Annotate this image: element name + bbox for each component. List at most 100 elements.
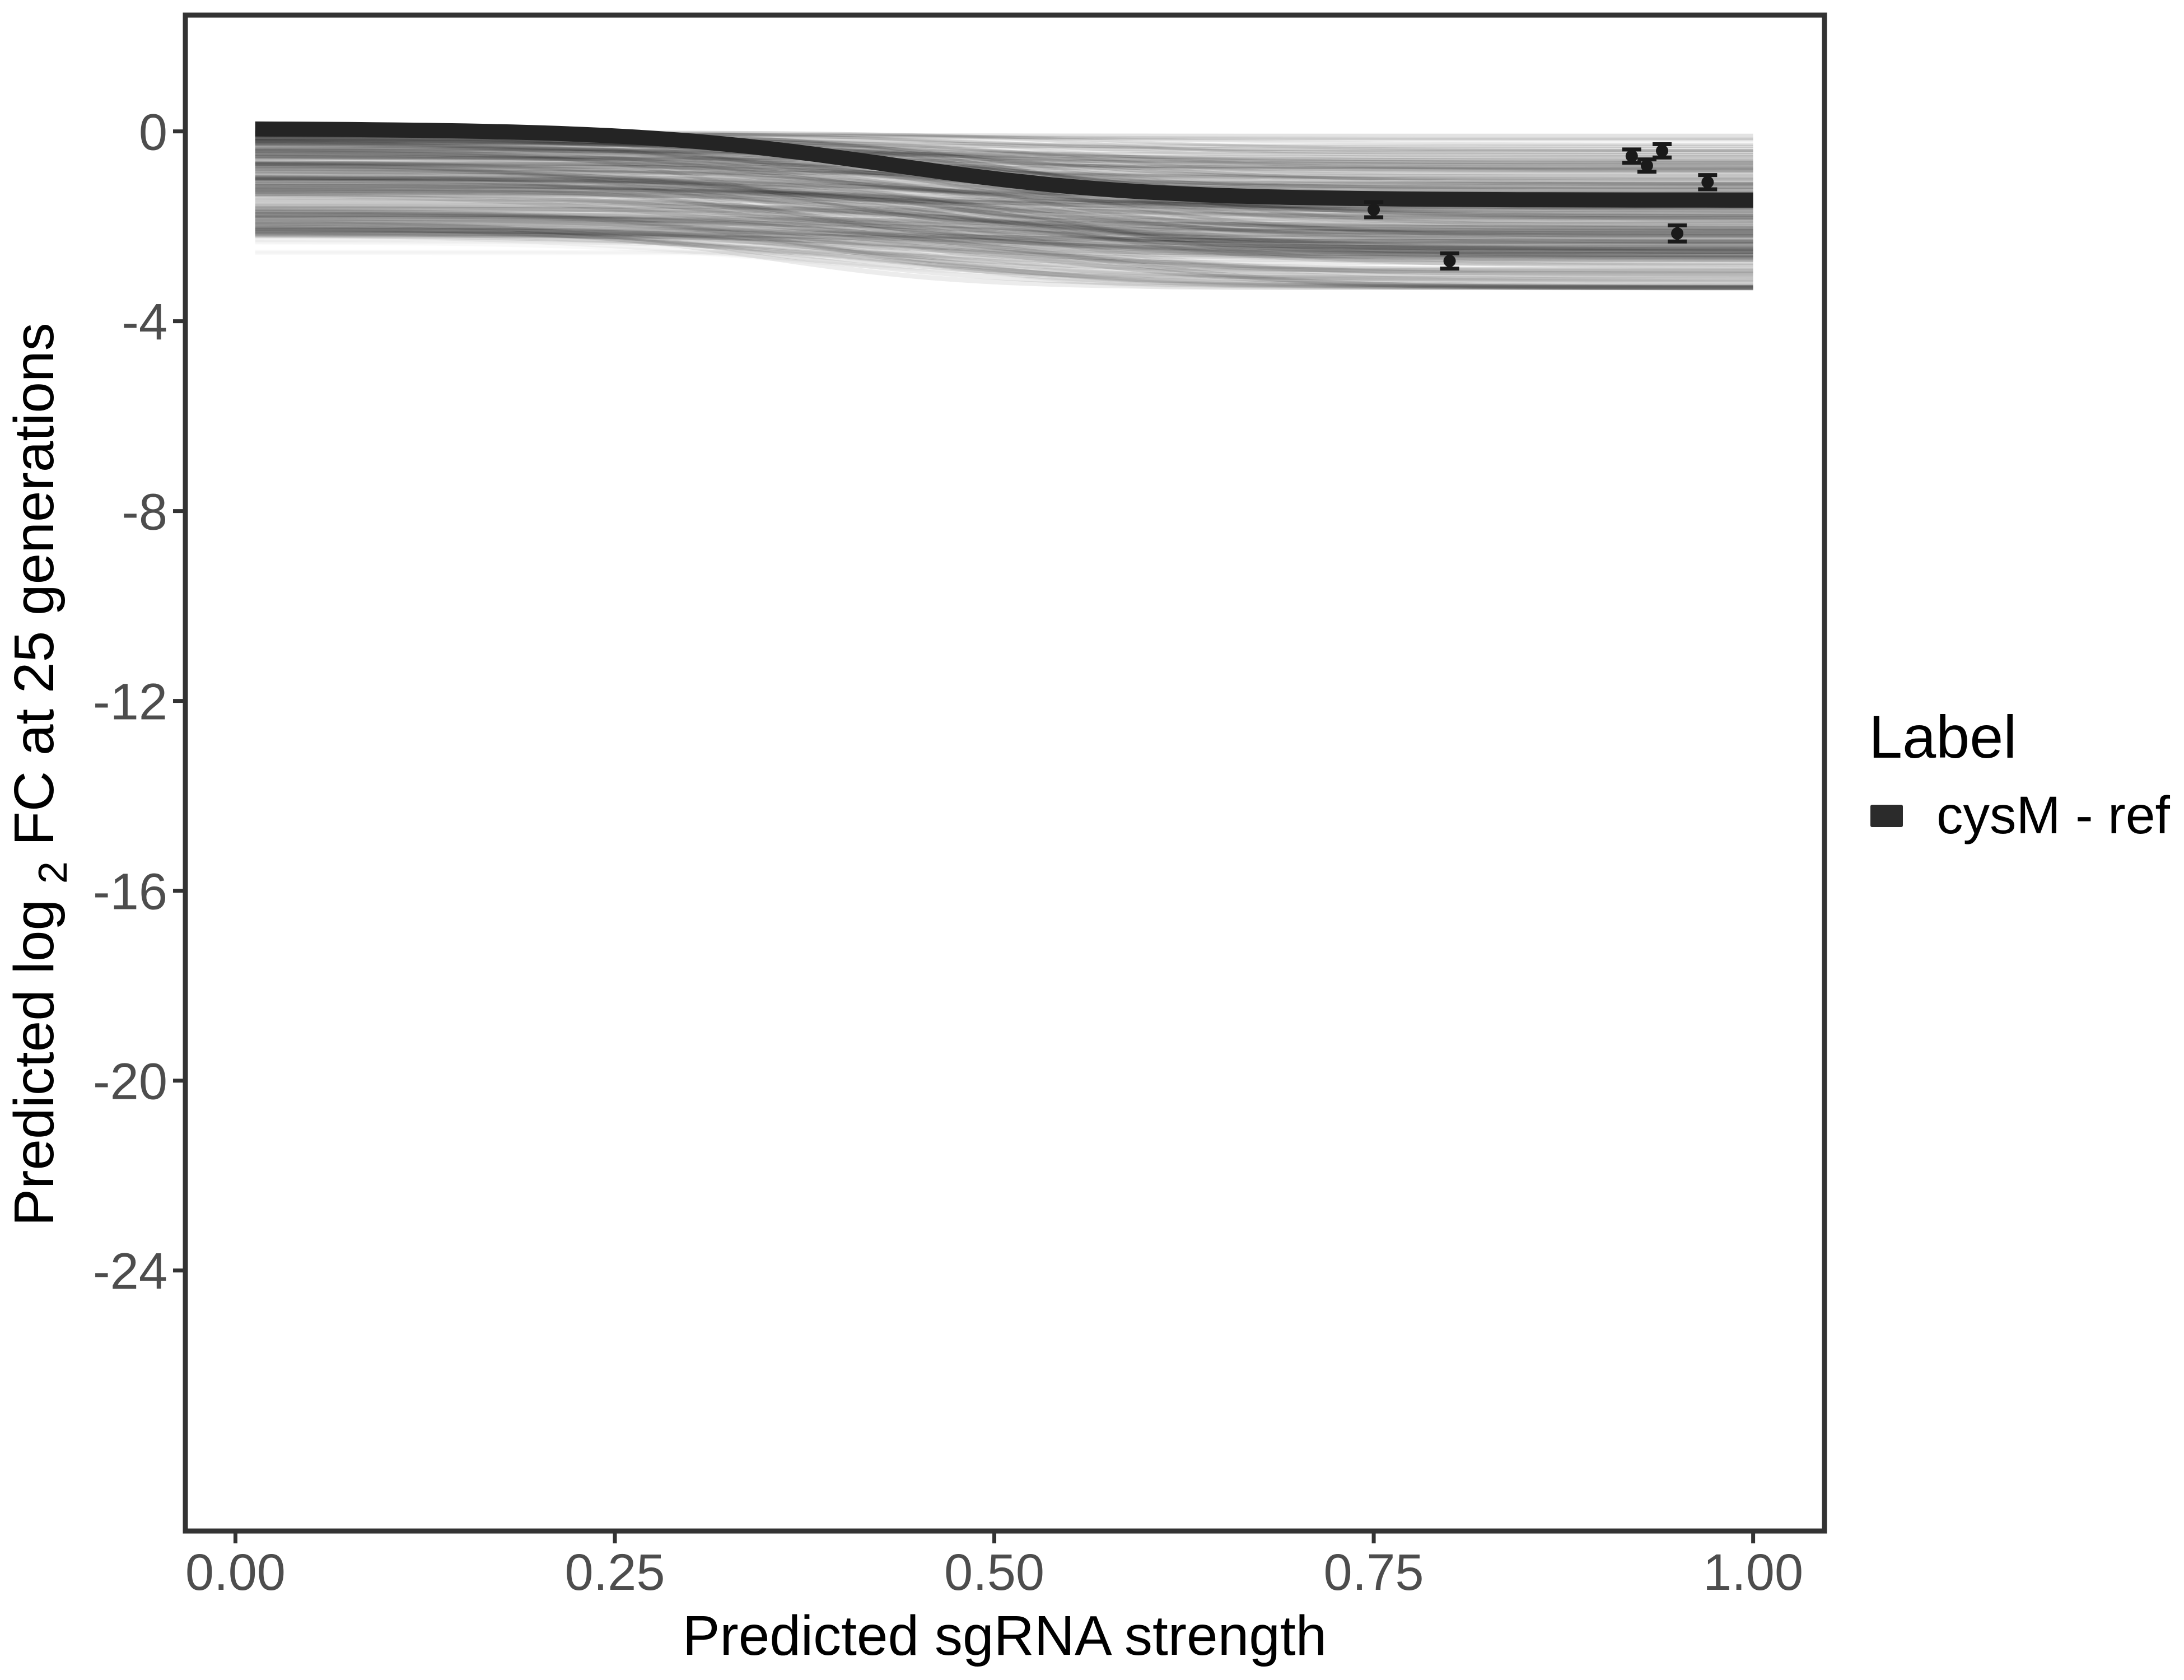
ensemble-curve bbox=[255, 137, 1753, 165]
y-axis-title-post: FC at 25 generations bbox=[3, 323, 66, 846]
ensemble-curve bbox=[255, 180, 1753, 233]
ensemble-curve bbox=[255, 152, 1753, 181]
ensemble-curve bbox=[255, 151, 1753, 157]
x-tick-label: 0.50 bbox=[944, 1544, 1044, 1601]
ensemble-curve bbox=[255, 230, 1753, 291]
ensemble-curve bbox=[255, 139, 1753, 165]
y-axis-title-subscript: 2 bbox=[31, 861, 76, 884]
ensemble-curve bbox=[255, 142, 1753, 230]
ensemble-curve bbox=[255, 167, 1753, 212]
ensemble-curve bbox=[255, 141, 1753, 186]
ensemble-curve bbox=[255, 165, 1753, 231]
ensemble-curve bbox=[255, 190, 1753, 244]
ensemble-curve bbox=[255, 162, 1753, 249]
ensemble-curve bbox=[255, 148, 1753, 154]
ensemble-curve bbox=[255, 152, 1753, 171]
legend-key-swatch bbox=[1870, 805, 1903, 827]
ensemble-curve bbox=[255, 153, 1753, 211]
ensemble-curve bbox=[255, 154, 1753, 162]
y-tick-label: -8 bbox=[122, 484, 167, 541]
ensemble-curve bbox=[255, 146, 1753, 167]
ensemble-curve bbox=[255, 195, 1753, 254]
ensemble-curve bbox=[255, 155, 1753, 172]
ensemble-curve bbox=[255, 169, 1753, 254]
ensemble-curve bbox=[255, 156, 1753, 232]
ensemble-curve bbox=[255, 213, 1753, 239]
ensemble-curve bbox=[255, 150, 1753, 163]
ensemble-curve bbox=[255, 232, 1753, 290]
ensemble-curve bbox=[255, 203, 1753, 262]
ensemble-curve bbox=[255, 193, 1753, 245]
ensemble-curve bbox=[255, 216, 1753, 283]
ensemble-curve bbox=[255, 185, 1753, 260]
ensemble-curve bbox=[255, 230, 1753, 290]
ensemble-curve bbox=[255, 169, 1753, 246]
ensemble-curve bbox=[255, 188, 1753, 244]
ensemble-curve bbox=[255, 173, 1753, 216]
data-point bbox=[1637, 157, 1656, 174]
ensemble-curve bbox=[255, 148, 1753, 169]
ensemble-curve bbox=[255, 147, 1753, 233]
ensemble-curve bbox=[255, 181, 1753, 260]
ensemble-curve bbox=[255, 193, 1753, 250]
ensemble-curve bbox=[255, 229, 1753, 262]
ensemble-curve bbox=[255, 221, 1753, 245]
ensemble-curve bbox=[255, 226, 1753, 291]
ensemble-curve bbox=[255, 151, 1753, 172]
ensemble-curve bbox=[255, 179, 1753, 251]
ensemble-curve bbox=[255, 206, 1753, 216]
ensemble-curve bbox=[255, 175, 1753, 212]
ensemble-curve bbox=[255, 212, 1753, 239]
y-axis-title-pre: Predicted log bbox=[3, 899, 66, 1226]
ensemble-curve bbox=[255, 136, 1753, 193]
ensemble-curve bbox=[255, 141, 1753, 165]
x-axis-ticks: 0.00 0.25 0.50 0.75 1.00 bbox=[185, 1531, 1803, 1601]
panel-border bbox=[183, 12, 1827, 1534]
data-point bbox=[1668, 223, 1687, 244]
ensemble-curve bbox=[255, 224, 1753, 288]
y-tick-label: 0 bbox=[139, 104, 167, 161]
legend-entry-label: cysM - ref bbox=[1936, 786, 2171, 845]
ensemble-curve bbox=[255, 226, 1753, 273]
ensemble-curve bbox=[255, 188, 1753, 257]
point-marker bbox=[1671, 227, 1684, 240]
ensemble-curve bbox=[255, 226, 1753, 291]
ensemble-curve bbox=[255, 215, 1753, 259]
ensemble-curve bbox=[255, 211, 1753, 253]
ensemble-curve bbox=[255, 220, 1753, 255]
ensemble-curve bbox=[255, 187, 1753, 251]
point-marker bbox=[1443, 255, 1456, 268]
ensemble-curve bbox=[255, 183, 1753, 223]
ensemble-curve bbox=[255, 206, 1753, 231]
ensemble-curve bbox=[255, 176, 1753, 231]
ensemble-curve bbox=[255, 182, 1753, 240]
ensemble-curve bbox=[255, 212, 1753, 244]
y-tick-label: -16 bbox=[93, 864, 167, 921]
ensemble-curve bbox=[255, 209, 1753, 265]
ensemble-curve bbox=[255, 146, 1753, 215]
ensemble-curve bbox=[255, 227, 1753, 290]
ensemble-curve bbox=[255, 175, 1753, 234]
ensemble-curve bbox=[255, 138, 1753, 170]
ensemble-curve bbox=[255, 150, 1753, 225]
ensemble-curve bbox=[255, 208, 1753, 239]
ensemble-curve bbox=[255, 214, 1753, 279]
ensemble-curve bbox=[255, 217, 1753, 273]
ensemble-curve bbox=[255, 163, 1753, 221]
ensemble-curves bbox=[255, 130, 1753, 291]
ensemble-curve bbox=[255, 175, 1753, 218]
ensemble-curve bbox=[255, 220, 1753, 258]
ensemble-curve bbox=[255, 232, 1753, 291]
ensemble-curve bbox=[255, 141, 1753, 156]
ensemble-curve bbox=[255, 156, 1753, 164]
ensemble-curve bbox=[255, 175, 1753, 254]
ensemble-curve bbox=[255, 189, 1753, 258]
ensemble-curve bbox=[255, 156, 1753, 175]
ensemble-curve bbox=[255, 181, 1753, 230]
data-point bbox=[1653, 142, 1672, 160]
ensemble-curve bbox=[255, 219, 1753, 244]
ensemble-curve bbox=[255, 179, 1753, 251]
ensemble-curve bbox=[255, 161, 1753, 225]
point-marker bbox=[1368, 203, 1380, 216]
